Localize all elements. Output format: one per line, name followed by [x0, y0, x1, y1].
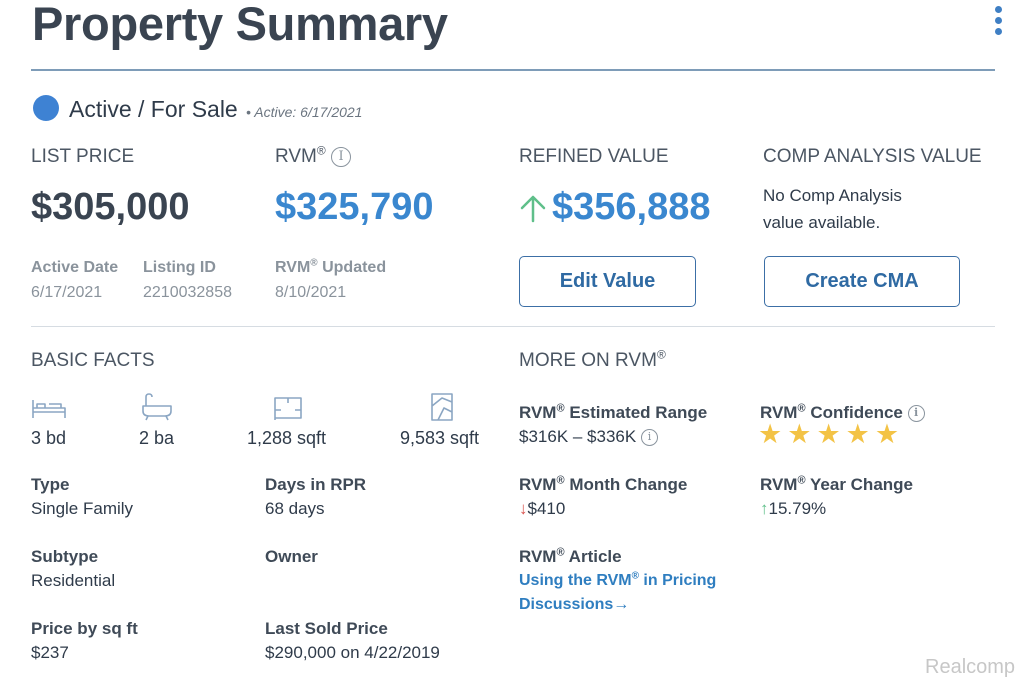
star-icon: ★	[874, 419, 900, 449]
create-cma-button[interactable]: Create CMA	[764, 256, 960, 307]
refined-value: $356,888	[552, 186, 711, 228]
rvm-year-change-label: RVM® Year Change	[760, 474, 913, 494]
rvm-article-label: RVM® Article	[519, 546, 622, 566]
type-value: Single Family	[31, 499, 134, 518]
confidence-stars: ★ ★ ★ ★ ★	[758, 421, 899, 448]
subtype-label: Subtype	[31, 547, 99, 566]
price-sqft-value: $237	[31, 643, 69, 662]
listing-id-label: Listing ID	[143, 259, 216, 276]
rvm-year-change-value: ↑15.79%	[760, 499, 827, 518]
lot-sqft-value: 9,583 sqft	[400, 428, 480, 448]
rvm-updated-label: RVM® Updated	[275, 257, 387, 276]
sqft-value: 1,288 sqft	[247, 428, 327, 448]
bathtub-icon	[142, 393, 172, 421]
active-date-label: Active Date	[31, 259, 119, 276]
section-divider	[31, 326, 995, 327]
arrow-up-icon	[520, 195, 546, 223]
baths-value: 2 ba	[139, 428, 175, 448]
list-price-value: $305,000	[31, 186, 190, 228]
rvm-month-change-value: ↓$410	[519, 499, 566, 518]
arrow-down-icon: ↓	[519, 499, 528, 518]
rvm-value: $325,790	[275, 186, 434, 228]
rvm-label: RVM® i	[275, 145, 352, 168]
more-rvm-heading: MORE ON RVM®	[519, 347, 666, 371]
comp-analysis-label: COMP ANALYSIS VALUE	[763, 146, 982, 167]
info-icon[interactable]: i	[907, 405, 925, 423]
star-icon: ★	[758, 419, 783, 449]
list-price-label: LIST PRICE	[31, 146, 135, 167]
beds-value: 3 bd	[31, 428, 67, 448]
star-icon: ★	[787, 419, 812, 449]
active-date-note: • Active: 6/17/2021	[246, 104, 363, 120]
arrow-up-icon: ↑	[760, 499, 769, 518]
days-value: 68 days	[265, 499, 325, 518]
info-icon[interactable]: i	[331, 146, 352, 167]
last-sold-value: $290,000 on 4/22/2019	[265, 643, 440, 662]
last-sold-label: Last Sold Price	[265, 619, 388, 638]
rvm-confidence-label: RVM® Confidence i	[760, 403, 925, 423]
type-label: Type	[31, 475, 70, 494]
active-date-value: 6/17/2021	[31, 284, 103, 301]
info-icon[interactable]: i	[640, 429, 658, 447]
owner-label: Owner	[265, 547, 318, 566]
edit-value-button[interactable]: Edit Value	[519, 256, 696, 307]
rvm-month-change-label: RVM® Month Change	[519, 474, 688, 494]
lot-size-icon	[431, 393, 453, 421]
days-label: Days in RPR	[265, 475, 367, 494]
rvm-range-value: $316K – $336K i	[519, 427, 658, 447]
star-icon: ★	[816, 419, 841, 449]
listing-id-value: 2210032858	[143, 284, 232, 301]
refined-value-label: REFINED VALUE	[519, 146, 669, 167]
floor-area-icon	[274, 397, 302, 420]
rvm-updated-value: 8/10/2021	[275, 284, 347, 301]
rvm-article-link[interactable]: Using the RVM® in Pricing Discussions→	[519, 570, 717, 613]
price-sqft-label: Price by sq ft	[31, 619, 138, 638]
comp-analysis-note: No Comp Analysis value available.	[763, 186, 902, 232]
rvm-range-label: RVM® Estimated Range	[519, 402, 708, 422]
subtype-value: Residential	[31, 571, 116, 590]
arrow-right-icon: →	[613, 596, 630, 613]
status-dot-icon	[33, 95, 59, 121]
page-title: Property Summary	[32, 0, 448, 50]
basic-facts-heading: BASIC FACTS	[31, 350, 155, 371]
listing-status: Active / For Sale	[69, 96, 238, 122]
watermark: Realcomp	[925, 656, 1016, 678]
kebab-vertical-icon[interactable]	[988, 6, 1008, 38]
bed-icon	[32, 400, 66, 418]
star-icon: ★	[845, 419, 870, 449]
header-divider	[31, 69, 995, 71]
